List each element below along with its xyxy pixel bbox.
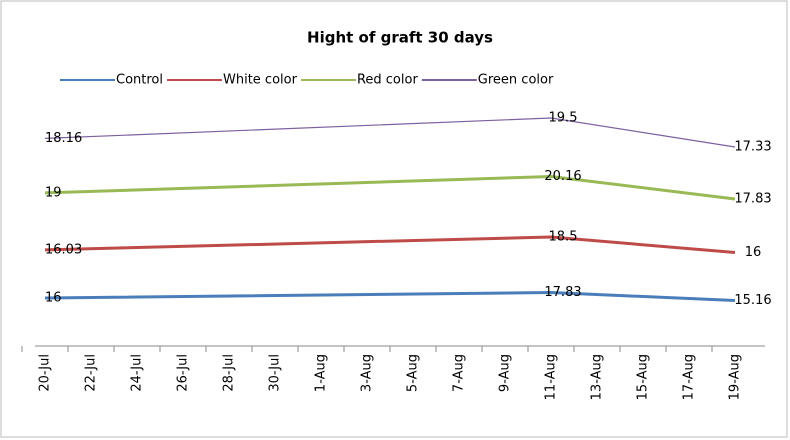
data-label: 19 [45,185,62,200]
series-line [44,291,736,303]
data-label: 17.33 [734,140,771,155]
x-tick-label: 1-Aug [314,354,329,392]
data-label: 19.5 [549,111,578,126]
x-tick-label: 22-Jul [84,354,99,392]
data-label: 15.16 [734,293,771,308]
x-tick-label: 26-Jul [176,354,191,392]
x-tick-label: 5-Aug [406,354,421,392]
data-label: 17.83 [734,192,771,207]
x-tick-label: 9-Aug [498,354,513,392]
data-label: 20.16 [544,169,581,184]
data-label: 18.5 [549,229,578,244]
data-label: 16 [45,290,62,305]
x-tick-label: 20-Jul [38,354,53,392]
x-tick-label: 30-Jul [268,354,283,392]
series-line [44,117,736,148]
x-tick-label: 3-Aug [360,354,375,392]
legend-label: Red color [357,73,418,88]
x-tick-label: 7-Aug [452,354,467,392]
data-label: 16 [745,245,762,260]
x-tick-label: 15-Aug [636,354,651,400]
x-tick-label: 24-Jul [130,354,145,392]
x-tick-label: 11-Aug [544,354,559,400]
series-line [44,235,736,255]
x-tick-label: 13-Aug [590,354,605,400]
legend-label: Green color [478,73,554,88]
x-tick-label: 17-Aug [682,354,697,400]
legend-label: Control [116,73,163,88]
data-label: 16.03 [45,242,82,257]
data-label: 17.83 [544,285,581,300]
series-line [44,175,736,201]
chart-title: Hight of graft 30 days [307,29,493,47]
x-tick-label: 19-Aug [728,354,743,400]
legend-label: White color [223,73,298,88]
data-label: 18.16 [45,131,82,146]
x-tick-label: 28-Jul [222,354,237,392]
